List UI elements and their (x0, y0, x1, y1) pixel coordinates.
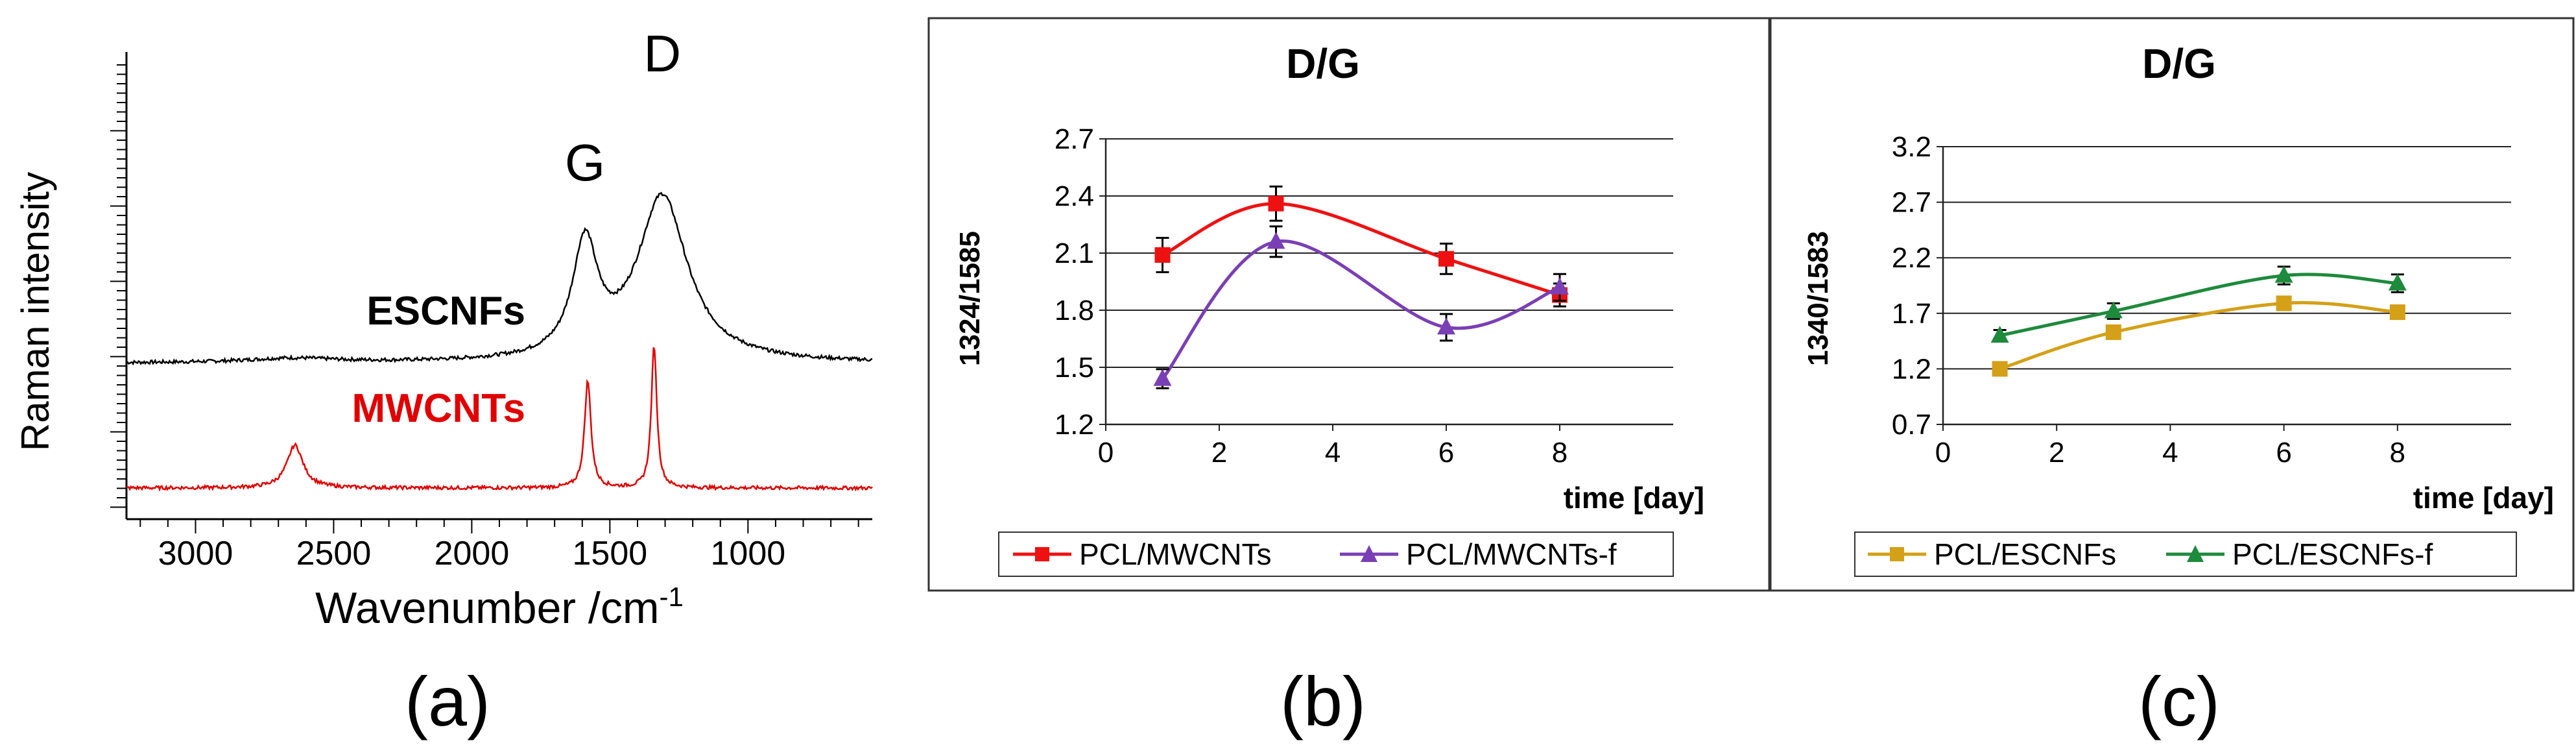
panel-b-y-tick-label: 2.1 (1055, 238, 1094, 269)
panel-c-data-point (2389, 304, 2405, 321)
panel-c-x-tick-label: 8 (2390, 437, 2405, 469)
panel-b-data-point (1438, 250, 1454, 267)
panel-c-x-tick-label: 4 (2162, 437, 2178, 469)
panel-c-x-tick-label: 6 (2276, 437, 2291, 469)
panel-a-x-label-main: Wavenumber /cm (315, 583, 659, 633)
panel-c-legend-label-2: PCL/ESCNFs-f (2232, 537, 2433, 571)
panel-c-plot: 0.7 1.2 1.7 2.2 2.7 3.2 0 2 4 6 8 (1892, 131, 2511, 469)
panel-a-peak-label-g: G (565, 134, 605, 191)
panel-b-frame (927, 17, 1771, 592)
panel-b-x-label: time [day] (1564, 481, 1704, 515)
panel-b-x-tick-label: 0 (1098, 437, 1114, 469)
panel-b-title: D/G (1286, 40, 1360, 87)
panel-b-tag: (b) (1280, 662, 1366, 740)
panel-b-data-point (1153, 369, 1172, 386)
panel-b-legend-label-2: PCL/MWCNTs-f (1406, 537, 1617, 571)
panel-b-legend-item-1: PCL/MWCNTs (1013, 537, 1271, 571)
panel-a-x-tick-label: 2500 (296, 535, 372, 572)
panel-b: D/G 1.2 1.5 1.8 2.1 2.4 2.7 0 2 4 6 8 1324/1585 ti… (927, 17, 1771, 740)
panel-a-peak-label-d: D (643, 25, 681, 82)
panel-b-y-tick-label: 1.8 (1055, 295, 1094, 326)
panel-b-data-point (1267, 232, 1285, 249)
panel-a-spectra (126, 191, 873, 492)
panel-b-y-tick-label: 2.4 (1055, 180, 1094, 212)
panel-a-y-ticks (110, 64, 126, 508)
panel-b-x-tick-label: 8 (1552, 437, 1568, 469)
panel-a-x-tick-label: 1500 (573, 535, 648, 572)
panel-a-x-tick-label: 2000 (435, 535, 510, 572)
panel-c-tag: (c) (2138, 662, 2220, 740)
panel-b-x-tick-label: 2 (1211, 437, 1227, 469)
panel-c-data-point (2388, 273, 2407, 291)
panel-c-series-line-2 (1999, 273, 2398, 337)
panel-c-legend-item-1: PCL/ESCNFs (1868, 537, 2116, 571)
panel-a-x-label: Wavenumber /cm-1 (315, 581, 684, 633)
panel-a-series-label-escnfs: ESCNFs (366, 289, 525, 334)
panel-c-y-tick-label: 1.7 (1892, 298, 1931, 330)
panel-b-data-point (1154, 247, 1171, 263)
panel-a-x-label-sup: -1 (659, 581, 683, 612)
panel-a-tag: (a) (405, 662, 490, 740)
panel-c: D/G 0.7 1.2 1.7 2.2 2.7 3.2 0 2 4 6 8 1340/1583 ti… (1769, 17, 2575, 740)
panel-c-y-tick-label: 2.7 (1892, 187, 1931, 219)
panel-b-y-tick-label: 1.5 (1055, 352, 1094, 384)
panel-b-series-line-2 (1161, 239, 1560, 380)
panel-c-data-point (1992, 361, 2008, 377)
panel-b-legend-label-1: PCL/MWCNTs (1079, 537, 1271, 571)
panel-c-legend-marker-2 (2187, 545, 2204, 562)
panel-c-data-point (2104, 301, 2123, 319)
panel-c-data-point (1990, 326, 2009, 343)
panel-c-x-tick-label: 2 (2049, 437, 2064, 469)
panel-b-legend-item-2: PCL/MWCNTs-f (1340, 537, 1617, 571)
panel-b-legend-marker-1 (1035, 547, 1049, 561)
panel-c-y-tick-label: 2.2 (1892, 242, 1931, 274)
panel-a-spectrum-escnfs (126, 191, 873, 366)
panel-c-series-line-1 (1999, 300, 2398, 371)
panel-a-x-tick-label: 1000 (710, 535, 785, 572)
panel-c-y-tick-label: 3.2 (1892, 131, 1931, 163)
panel-c-data-point (2276, 295, 2292, 311)
panel-c-y-label: 1340/1583 (1802, 231, 1834, 366)
panel-c-y-tick-label: 1.2 (1892, 353, 1931, 385)
panel-c-frame (1769, 17, 2575, 592)
panel-b-x-tick-label: 4 (1325, 437, 1341, 469)
panel-a: 3000 2500 2000 1500 1000 GD ESCNFs MWCNTs Ra… (14, 25, 873, 740)
panel-b-plot: 1.2 1.5 1.8 2.1 2.4 2.7 0 2 4 6 8 (1055, 123, 1673, 469)
panel-c-legend-label-1: PCL/ESCNFs (1934, 537, 2116, 571)
panel-b-legend-marker-2 (1361, 545, 1377, 562)
panel-b-x-tick-label: 6 (1438, 437, 1454, 469)
panel-a-y-label: Raman intensity (14, 172, 57, 451)
panel-c-title: D/G (2142, 40, 2216, 87)
panel-b-y-label: 1324/1585 (954, 231, 986, 366)
panel-b-y-tick-label: 1.2 (1055, 409, 1094, 441)
panel-c-x-label: time [day] (2413, 481, 2554, 515)
panel-b-data-point (1437, 317, 1455, 335)
panel-b-series-line-1 (1162, 202, 1560, 297)
panel-b-y-tick-label: 2.7 (1055, 123, 1094, 155)
panel-a-peak-labels: GD (565, 25, 681, 191)
panel-c-legend-marker-1 (1890, 547, 1904, 561)
panel-b-data-point (1551, 277, 1569, 295)
panel-c-data-point (2274, 265, 2293, 283)
panel-c-data-point (2105, 324, 2121, 340)
panel-a-spectrum-mwcnts (126, 347, 873, 492)
panel-b-legend-box (998, 531, 1674, 577)
panel-c-legend-item-2: PCL/ESCNFs-f (2166, 537, 2433, 571)
panel-a-x-tick-label: 3000 (158, 535, 233, 572)
panel-c-y-tick-label: 0.7 (1892, 409, 1931, 441)
panel-b-data-point (1268, 195, 1284, 212)
panel-c-x-tick-label: 0 (1935, 437, 1951, 469)
panel-a-x-ticks: 3000 2500 2000 1500 1000 (139, 519, 859, 572)
panel-a-series-label-mwcnts: MWCNTs (352, 386, 525, 431)
